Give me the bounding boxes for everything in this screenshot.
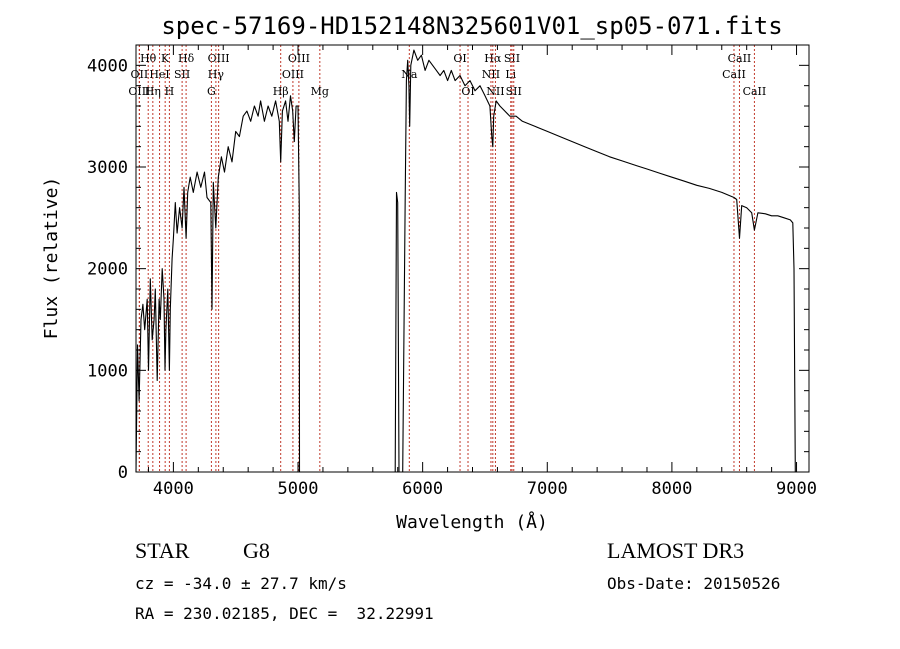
line-label-25: CaII [728,52,752,65]
line-label-4: HeI [149,68,169,81]
line-label-23: Li [505,68,516,81]
line-label-14: Hβ [273,85,289,98]
x-tick-label-4000: 4000 [153,479,194,499]
line-label-7: SII [174,68,190,81]
x-tick-label-8000: 8000 [651,479,692,499]
line-label-8: H [165,85,175,98]
line-label-16: Na [401,68,418,81]
x-tick-label-9000: 9000 [776,479,817,499]
line-label-21: NII [486,85,504,98]
line-label-17: OI [453,52,466,65]
survey-name: LAMOST DR3 [607,538,745,563]
observation-date: Obs-Date: 20150526 [607,574,781,593]
line-label-19: Hα [484,52,502,65]
chart-title: spec-57169-HD152148N325601V01_sp05-071.f… [161,12,782,40]
line-label-0: Hθ [140,52,157,65]
line-label-12: OIII [288,52,310,65]
spectral-subclass: G8 [243,538,270,563]
spectrum-line [135,49,796,473]
line-label-2: OIII [128,85,150,98]
object-type: STAR [135,538,190,563]
x-tick-label-6000: 6000 [402,479,443,499]
line-label-11: G [207,85,216,98]
y-tick-label-3000: 3000 [87,158,128,178]
line-label-5: Hη [145,85,161,98]
line-label-15: Mg [311,85,329,98]
line-label-26: CaII [722,68,746,81]
line-label-13: OIII [282,68,304,81]
line-label-9: OIII [208,52,230,65]
line-label-18: OI [461,85,474,98]
y-tick-label-1000: 1000 [87,361,128,381]
x-axis-label: Wavelength (Å) [396,511,548,533]
line-label-27: CaII [743,85,767,98]
coordinates: RA = 230.02185, DEC = 32.22991 [135,604,434,623]
x-tick-label-7000: 7000 [527,479,568,499]
plot-frame [135,44,810,473]
line-label-22: SII [504,52,520,65]
line-label-3: K [161,52,170,65]
redshift-velocity: cz = -34.0 ± 27.7 km/s [135,574,347,593]
y-tick-label-2000: 2000 [87,260,128,280]
y-axis-label: Flux (relative) [41,177,62,340]
line-label-6: Hδ [178,52,195,65]
line-label-10: Hγ [208,68,225,81]
line-label-20: NII [482,68,500,81]
y-tick-label-0: 0 [118,463,128,483]
x-tick-label-5000: 5000 [278,479,319,499]
line-label-24: SII [506,85,522,98]
y-tick-label-4000: 4000 [87,56,128,76]
